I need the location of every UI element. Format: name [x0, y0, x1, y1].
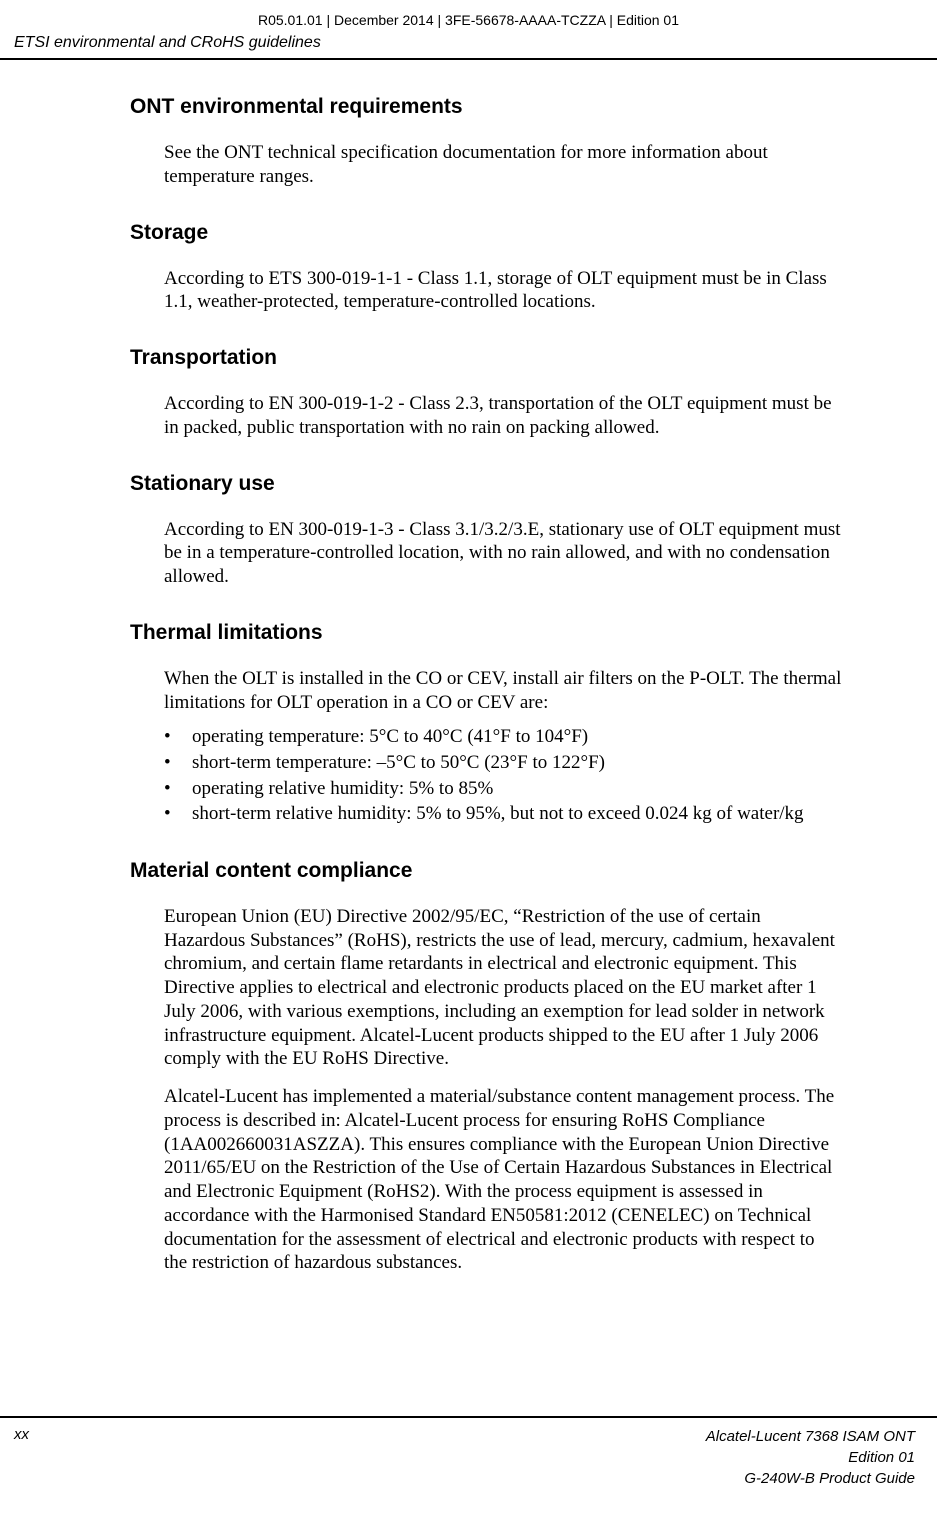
para-material-1: European Union (EU) Directive 2002/95/EC… — [130, 905, 842, 1071]
heading-transportation: Transportation — [130, 346, 842, 370]
bullet-icon: • — [164, 776, 192, 802]
footer-line: G-240W-B Product Guide — [706, 1468, 915, 1489]
list-item: •short-term relative humidity: 5% to 95%… — [164, 801, 842, 827]
bullet-icon: • — [164, 801, 192, 827]
heading-storage: Storage — [130, 221, 842, 245]
para-material-2: Alcatel-Lucent has implemented a materia… — [130, 1085, 842, 1275]
page-content: ONT environmental requirements See the O… — [0, 60, 937, 1275]
list-item-text: short-term relative humidity: 5% to 95%,… — [192, 801, 804, 827]
header-section-title: ETSI environmental and CRoHS guidelines — [0, 34, 937, 58]
bullet-icon: • — [164, 724, 192, 750]
heading-ont-env: ONT environmental requirements — [130, 95, 842, 119]
heading-thermal: Thermal limitations — [130, 621, 842, 645]
footer-right-block: Alcatel-Lucent 7368 ISAM ONT Edition 01 … — [706, 1426, 915, 1489]
para-storage: According to ETS 300-019-1-1 - Class 1.1… — [130, 267, 842, 315]
para-transportation: According to EN 300-019-1-2 - Class 2.3,… — [130, 392, 842, 440]
heading-material: Material content compliance — [130, 859, 842, 883]
list-item: •operating temperature: 5°C to 40°C (41°… — [164, 724, 842, 750]
header-top-line: R05.01.01 | December 2014 | 3FE-56678-AA… — [0, 0, 937, 34]
thermal-list: •operating temperature: 5°C to 40°C (41°… — [130, 724, 842, 827]
footer-line: Alcatel-Lucent 7368 ISAM ONT — [706, 1426, 915, 1447]
list-item-text: operating temperature: 5°C to 40°C (41°F… — [192, 724, 588, 750]
bullet-icon: • — [164, 750, 192, 776]
para-ont-env: See the ONT technical specification docu… — [130, 141, 842, 189]
list-item: •short-term temperature: –5°C to 50°C (2… — [164, 750, 842, 776]
page-number: xx — [14, 1426, 29, 1489]
heading-stationary: Stationary use — [130, 472, 842, 496]
list-item-text: operating relative humidity: 5% to 85% — [192, 776, 493, 802]
page-footer: xx Alcatel-Lucent 7368 ISAM ONT Edition … — [0, 1416, 937, 1489]
list-item-text: short-term temperature: –5°C to 50°C (23… — [192, 750, 605, 776]
para-thermal: When the OLT is installed in the CO or C… — [130, 667, 842, 715]
para-stationary: According to EN 300-019-1-3 - Class 3.1/… — [130, 518, 842, 589]
footer-divider — [0, 1416, 937, 1418]
footer-line: Edition 01 — [706, 1447, 915, 1468]
list-item: •operating relative humidity: 5% to 85% — [164, 776, 842, 802]
